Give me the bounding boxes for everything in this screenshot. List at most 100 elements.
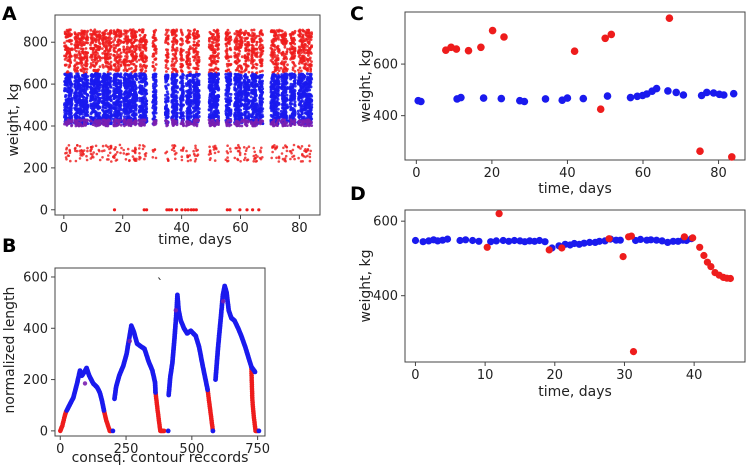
outlier-point-a [207,153,211,156]
normal-point-a [244,110,248,113]
normal-point-a [246,83,250,87]
normal-point-a [229,99,233,102]
outlier-point-a [214,146,218,150]
outlier-point-a [154,58,158,61]
outlier-point-a [186,54,190,58]
normal-point-a [129,103,132,107]
outlier-point-a [69,159,72,163]
outlier-point-a [225,31,228,35]
outlier-point-a [115,158,119,162]
outlier-point-a [94,144,98,148]
normal-point-a [81,88,85,92]
outlier-point-a [174,34,178,38]
outlier-point-a [209,68,213,72]
normal-point-a [134,93,138,97]
normal-point-a [75,72,79,76]
outlier-point-a [89,149,92,152]
outlier-point-a [179,149,183,152]
outlier-point-a [78,53,82,57]
normal-point-a [247,93,251,97]
normal-point-a [193,81,197,85]
outlier-point-a [245,147,249,150]
outlier-point-a [109,31,113,35]
normal-point-a [152,122,155,125]
normal-point-a [133,107,137,111]
outlier-point-a [81,47,84,51]
normal-point-a [212,90,216,94]
outlier-point-a [247,145,251,148]
normal-point-a [181,72,185,76]
outlier-point-a [79,151,82,155]
normal-point-a [237,122,241,125]
normal-point-a [92,107,96,111]
outlier-point-a [212,41,215,45]
outlier-point-a [243,39,247,43]
normal-point-a [236,114,240,118]
outlier-point-a [188,62,192,66]
outlier-point-a [70,42,73,46]
outlier-point-a [124,51,128,55]
outlier-point-a [173,48,177,52]
outlier-point-a [109,60,113,64]
normal-point-a [83,82,87,86]
outlier-point-a [212,54,216,58]
normal-point-a [239,98,243,102]
normal-point-a [84,76,88,80]
outlier-point-a [65,28,69,32]
normal-point-a [210,118,214,122]
outlier-point-a [237,31,241,34]
normal-point-a [81,118,85,122]
normal-point-a [225,124,229,128]
normal-point-a [98,97,102,101]
outlier-point-a [152,43,156,47]
outlier-point-a [105,47,108,51]
outlier-point-a [194,157,198,161]
normal-point-a [64,93,68,97]
normal-point-a [108,119,111,123]
normal-point-a [112,101,116,105]
outlier-point-a [140,46,144,49]
normal-point-a [137,110,141,114]
normal-point-a [143,84,147,88]
outlier-point-a [125,63,128,67]
normal-point-a [240,124,244,128]
outlier-point-a [227,40,231,44]
normal-point-a [64,114,68,118]
normal-point-a [114,118,117,122]
normal-point-a [113,122,117,126]
normal-point-a [179,108,183,112]
outlier-point-a [180,155,184,158]
normal-point-a [68,88,72,92]
normal-point-a [139,85,143,88]
normal-point-a [78,112,82,116]
normal-point-a [227,107,231,111]
normal-point-a [152,100,155,104]
outlier-point-a [122,40,126,44]
outlier-point-a [97,38,101,41]
outlier-point-a [181,42,184,46]
normal-point-a [139,124,143,128]
normal-point-a [140,96,144,100]
outlier-point-a [171,45,175,49]
outlier-point-a [68,53,72,56]
normal-point-a [83,91,86,95]
outlier-point-a [166,158,170,162]
outlier-point-a [68,149,72,153]
outlier-point-a [179,53,183,57]
normal-point-a [124,104,128,108]
outlier-point-a [179,28,183,32]
normal-point-a [74,78,78,82]
normal-point-a [179,112,183,116]
outlier-point-a [112,155,115,158]
outlier-point-a [110,67,113,71]
outlier-point-a [174,39,178,43]
outlier-point-a [173,144,176,147]
outlier-point-a [238,49,242,53]
outlier-point-a [90,35,94,38]
outlier-point-a [100,47,104,50]
outlier-point-a [138,33,142,37]
normal-point-a [90,116,94,120]
normal-point-a [63,111,67,114]
normal-point-a [152,82,156,86]
outlier-point-a [186,37,190,41]
